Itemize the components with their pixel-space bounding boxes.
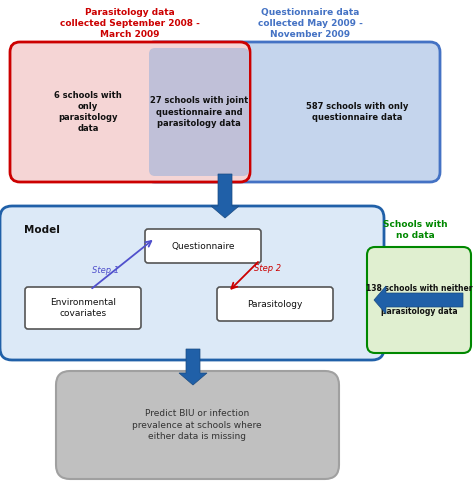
Polygon shape [211, 174, 239, 218]
FancyBboxPatch shape [10, 42, 250, 182]
Text: Predict BIU or infection
prevalence at schools where
either data is missing: Predict BIU or infection prevalence at s… [132, 409, 262, 441]
Text: Step 1: Step 1 [92, 265, 119, 275]
FancyBboxPatch shape [0, 206, 384, 360]
Text: 138 schools with neither
questionnaire nor
parasitology data: 138 schools with neither questionnaire n… [366, 284, 472, 315]
Text: Questionnaire data
collected May 2009 -
November 2009: Questionnaire data collected May 2009 - … [257, 8, 363, 39]
Text: Questionnaire: Questionnaire [171, 242, 235, 250]
Text: 6 schools with
only
parasitology
data: 6 schools with only parasitology data [54, 91, 122, 133]
Text: Step 2: Step 2 [255, 263, 282, 273]
Polygon shape [374, 286, 463, 314]
Text: Environmental
covariates: Environmental covariates [50, 298, 116, 318]
Text: Model: Model [24, 225, 60, 235]
Text: Parasitology data
collected September 2008 -
March 2009: Parasitology data collected September 20… [60, 8, 200, 39]
FancyBboxPatch shape [25, 287, 141, 329]
Text: Parasitology: Parasitology [247, 299, 303, 309]
Polygon shape [179, 349, 207, 385]
FancyBboxPatch shape [145, 42, 440, 182]
Text: 587 schools with only
questionnaire data: 587 schools with only questionnaire data [306, 102, 408, 122]
Text: Schools with
no data: Schools with no data [383, 220, 447, 240]
FancyBboxPatch shape [217, 287, 333, 321]
FancyBboxPatch shape [145, 229, 261, 263]
FancyBboxPatch shape [149, 48, 249, 176]
FancyBboxPatch shape [56, 371, 339, 479]
FancyBboxPatch shape [367, 247, 471, 353]
Text: 27 schools with joint
questionnaire and
parasitology data: 27 schools with joint questionnaire and … [150, 96, 248, 128]
